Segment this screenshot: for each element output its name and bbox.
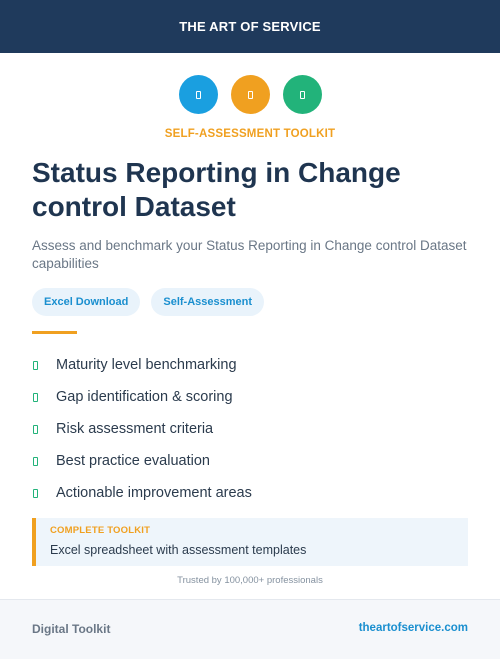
page-title: Status Reporting in Change control Datas… <box>32 157 401 222</box>
feature-text: Gap identification & scoring <box>56 389 233 405</box>
feature-text: Risk assessment criteria <box>56 421 214 437</box>
feature-item: Actionable improvement areas <box>32 477 472 509</box>
check-icon <box>33 360 38 370</box>
footer-bar: Digital Toolkit theartofservice.com <box>0 599 500 659</box>
feature-text: Actionable improvement areas <box>56 485 252 501</box>
icon-row <box>0 75 500 114</box>
document-icon <box>282 75 322 114</box>
feature-list: Maturity level benchmarking Gap identifi… <box>32 349 472 509</box>
footer-website-link[interactable]: theartofservice.com <box>358 622 468 634</box>
check-icon <box>33 488 38 498</box>
check-icon <box>33 456 38 466</box>
brand-name: THE ART OF SERVICE <box>179 19 321 34</box>
tag-list: Excel Download Self-Assessment <box>32 288 265 316</box>
feature-item: Gap identification & scoring <box>32 381 472 413</box>
check-icon <box>33 392 38 402</box>
header-bar: THE ART OF SERVICE <box>0 0 500 53</box>
toolkit-callout: COMPLETE TOOLKIT Excel spreadsheet with … <box>32 518 468 566</box>
footer-label: Digital Toolkit <box>32 622 111 636</box>
accent-divider <box>32 331 77 334</box>
callout-text: Excel spreadsheet with assessment templa… <box>50 543 307 557</box>
feature-item: Maturity level benchmarking <box>32 349 472 381</box>
trust-note: Trusted by 100,000+ professionals <box>177 575 323 586</box>
tag-self-assessment: Self-Assessment <box>151 288 265 316</box>
check-icon <box>33 424 38 434</box>
document-icon <box>230 75 270 114</box>
feature-text: Best practice evaluation <box>56 453 210 469</box>
feature-text: Maturity level benchmarking <box>56 357 237 373</box>
kicker-label: SELF-ASSESSMENT TOOLKIT <box>164 128 336 140</box>
page-subtitle: Assess and benchmark your Status Reporti… <box>32 238 467 271</box>
document-icon <box>178 75 218 114</box>
callout-label: COMPLETE TOOLKIT <box>50 525 151 536</box>
tag-excel-download: Excel Download <box>32 288 141 316</box>
feature-item: Best practice evaluation <box>32 445 472 477</box>
feature-item: Risk assessment criteria <box>32 413 472 445</box>
